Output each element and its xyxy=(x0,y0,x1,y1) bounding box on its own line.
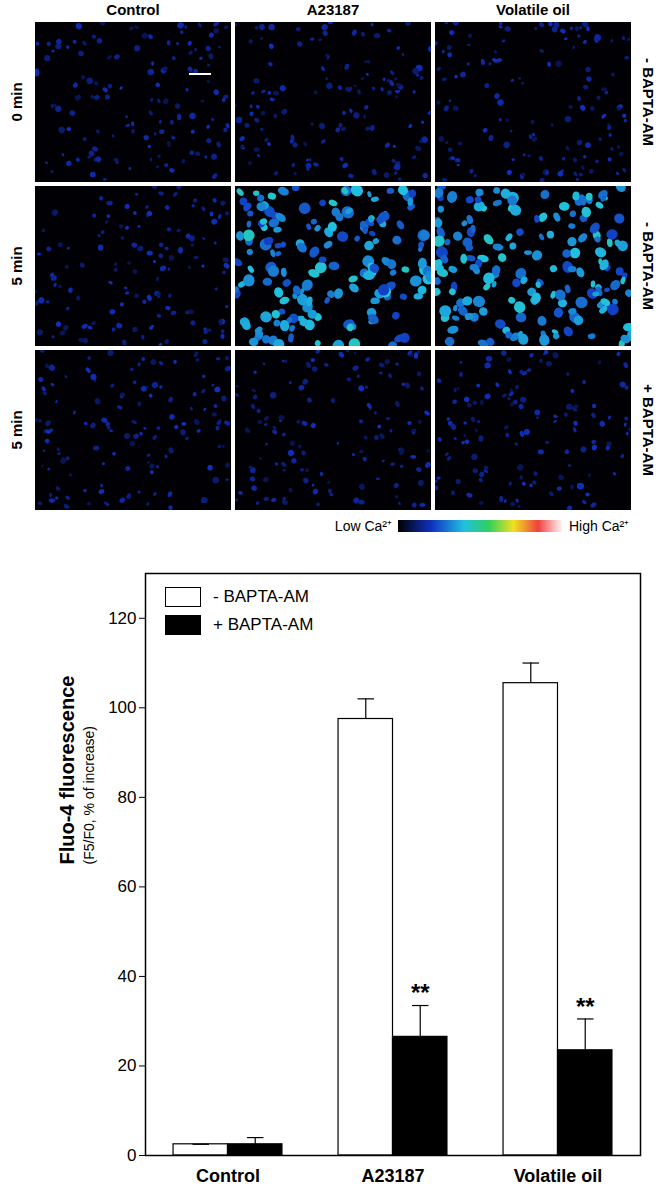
svg-text:A23187: A23187 xyxy=(361,1166,424,1186)
svg-text:Control: Control xyxy=(196,1166,260,1186)
html-text:- BAPTA-AM: - BAPTA-AM xyxy=(213,587,309,606)
svg-text:(F5/F0, % of increase): (F5/F0, % of increase) xyxy=(81,726,97,865)
svg-text:40: 40 xyxy=(118,967,137,986)
svg-text:120: 120 xyxy=(108,609,136,628)
svg-text:A23187: A23187 xyxy=(307,1,360,18)
svg-text:Control: Control xyxy=(106,1,159,18)
html-text:+ BAPTA-AM: + BAPTA-AM xyxy=(213,615,314,634)
svg-text:Volatile oil: Volatile oil xyxy=(514,1166,603,1186)
svg-text:60: 60 xyxy=(118,877,137,896)
svg-text:Fluo-4 fluorescence: Fluo-4 fluorescence xyxy=(56,676,78,865)
svg-text:5 min: 5 min xyxy=(8,410,25,449)
svg-text:20: 20 xyxy=(118,1056,137,1075)
svg-text:**: ** xyxy=(411,979,430,1006)
svg-text:**: ** xyxy=(576,993,595,1020)
svg-text:100: 100 xyxy=(108,698,136,717)
svg-text:- BAPTA-AM: - BAPTA-AM xyxy=(640,222,657,310)
svg-text:5 min: 5 min xyxy=(8,246,25,285)
svg-text:Volatile oil: Volatile oil xyxy=(496,1,570,18)
svg-text:80: 80 xyxy=(118,788,137,807)
svg-text:+ BAPTA-AM: + BAPTA-AM xyxy=(640,384,657,476)
svg-text:High Ca²⁺: High Ca²⁺ xyxy=(569,518,629,534)
svg-text:0: 0 xyxy=(127,1146,136,1165)
svg-text:Low Ca²⁺: Low Ca²⁺ xyxy=(335,518,392,534)
svg-text:0 min: 0 min xyxy=(8,82,25,121)
svg-text:- BAPTA-AM: - BAPTA-AM xyxy=(640,58,657,146)
